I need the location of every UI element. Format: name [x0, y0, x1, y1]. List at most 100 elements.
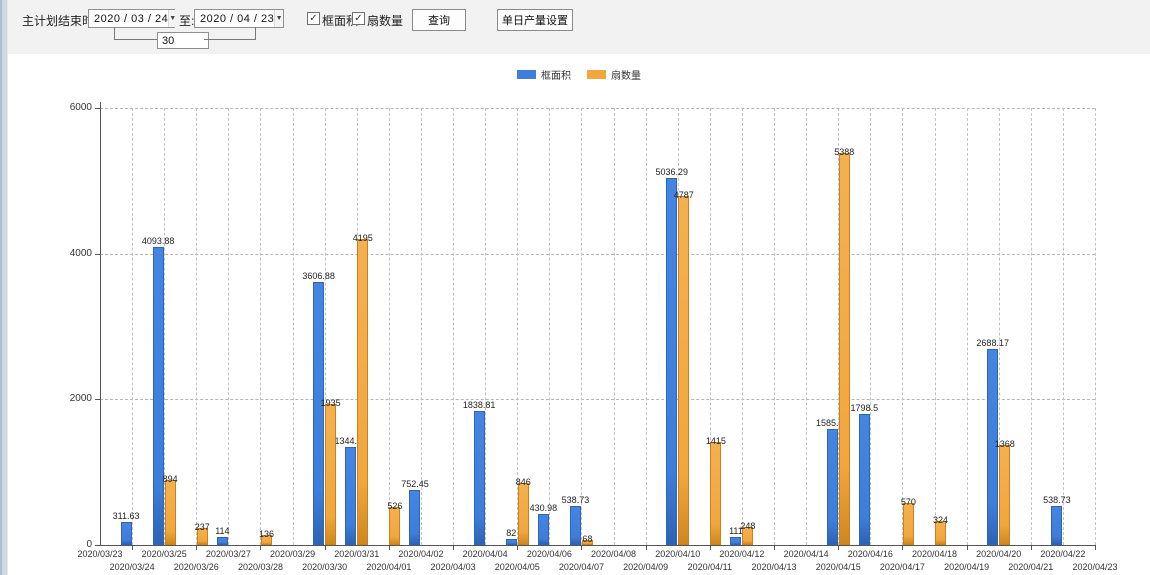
gridline-horizontal	[100, 399, 1095, 401]
gridline-vertical	[998, 108, 1000, 545]
bar-frame-area	[666, 178, 678, 545]
bar-value-label: 1935	[320, 398, 341, 408]
connector-line	[114, 39, 157, 40]
gridline-vertical	[388, 108, 390, 545]
bar-value-label: 430.98	[529, 503, 558, 513]
bar-value-label: 752.45	[401, 479, 429, 489]
x-axis-label: 2020/03/30	[302, 562, 348, 572]
x-axis-line	[100, 545, 1096, 546]
x-axis-label: 2020/04/12	[719, 549, 765, 559]
bar-fan-count	[164, 480, 176, 545]
gridline-vertical	[581, 108, 583, 545]
gridline-vertical	[613, 108, 615, 545]
gridline-vertical	[164, 108, 166, 545]
x-axis-label: 2020/03/26	[173, 562, 219, 572]
days-between-field[interactable]: 30	[157, 32, 209, 49]
gridline-vertical	[324, 108, 326, 545]
bar-fan-count	[357, 239, 369, 545]
check-icon: ✓	[309, 12, 318, 24]
x-axis-tick	[324, 546, 326, 550]
bar-value-label: 237	[194, 522, 210, 532]
bar-frame-area	[152, 247, 164, 545]
check-icon: ✓	[354, 12, 363, 24]
fan-count-checkbox[interactable]: ✓	[352, 12, 365, 25]
x-axis-label: 2020/04/21	[1008, 562, 1054, 572]
bar-frame-area	[505, 539, 517, 545]
gridline-vertical	[870, 108, 872, 545]
legend-label: 框面积	[541, 71, 571, 82]
x-axis-tick	[388, 546, 390, 550]
bar-value-label: 526	[387, 501, 403, 511]
x-axis-label: 2020/04/15	[815, 562, 861, 572]
legend-item-1: 扇数量	[587, 67, 641, 82]
x-axis-label: 2020/04/18	[911, 549, 958, 559]
bar-fan-count	[710, 442, 722, 545]
x-axis-tick	[838, 546, 840, 550]
to-label: 至:	[179, 14, 195, 28]
x-axis-label: 2020/04/01	[366, 562, 412, 572]
y-axis-line	[100, 102, 101, 545]
gridline-vertical	[549, 108, 551, 545]
date-to-picker[interactable]: 2020 / 04 / 23 ▼	[194, 9, 284, 28]
bar-frame-area	[858, 414, 870, 545]
gridline-vertical	[934, 108, 936, 545]
bar-frame-area	[409, 490, 421, 545]
x-axis-label: 2020/04/14	[783, 549, 829, 559]
bar-frame-area	[987, 349, 999, 545]
bar-value-label: 3606.88	[302, 271, 335, 281]
x-axis-label: 2020/04/02	[398, 549, 444, 559]
x-axis-tick	[260, 546, 262, 550]
bar-frame-area	[1051, 506, 1063, 545]
chevron-down-icon[interactable]: ▼	[168, 10, 177, 27]
legend-label: 扇数量	[611, 71, 641, 82]
gridline-vertical	[132, 108, 134, 545]
bar-frame-area	[345, 447, 357, 545]
frame-area-checkbox[interactable]: ✓	[307, 12, 320, 25]
x-axis-label: 2020/04/20	[976, 549, 1022, 559]
x-axis-tick	[581, 546, 583, 550]
bar-fan-count	[935, 521, 947, 545]
gridline-vertical	[420, 108, 422, 545]
x-axis-label: 2020/04/23	[1072, 562, 1118, 572]
x-axis-tick	[1030, 546, 1032, 550]
x-axis-label: 2020/04/08	[591, 549, 637, 559]
bar-value-label: 82	[506, 528, 517, 538]
bar-fan-count	[517, 483, 529, 545]
x-axis-label: 2020/04/17	[879, 562, 925, 572]
x-axis-tick	[645, 546, 647, 550]
x-axis-label: 2020/03/24	[109, 562, 155, 572]
x-axis-tick	[966, 546, 968, 550]
gridline-vertical	[292, 108, 294, 545]
gridline-horizontal	[100, 253, 1095, 255]
daily-output-settings-button[interactable]: 单日产量设置	[497, 9, 573, 31]
gridline-vertical	[645, 108, 647, 545]
bar-fan-count	[260, 535, 272, 545]
y-axis-tick	[95, 399, 100, 401]
x-axis-label: 2020/04/04	[462, 549, 508, 559]
bar-fan-count	[325, 404, 337, 545]
date-from-picker[interactable]: 2020 / 03 / 24 ▼	[88, 9, 177, 28]
chart-legend: 框面积 扇数量	[8, 67, 1150, 82]
chevron-down-icon[interactable]: ▼	[274, 10, 283, 27]
bar-fan-count	[999, 445, 1011, 545]
x-axis-tick	[709, 546, 711, 550]
gridline-vertical	[228, 108, 230, 545]
x-axis-label: 2020/04/19	[944, 562, 990, 572]
y-axis-tick	[95, 545, 100, 546]
gridline-vertical	[709, 108, 711, 545]
x-axis-tick	[453, 546, 455, 550]
query-button[interactable]: 查询	[412, 9, 466, 31]
x-axis-tick	[1095, 546, 1096, 550]
x-axis-tick	[517, 546, 519, 550]
bar-frame-area	[216, 537, 228, 545]
bar-value-label: 894	[162, 474, 178, 484]
bar-value-label: 538.73	[561, 495, 590, 505]
connector-line	[114, 27, 115, 40]
gridline-vertical	[902, 108, 904, 545]
bar-fan-count	[581, 540, 593, 545]
x-axis-label: 2020/03/23	[77, 549, 123, 559]
x-axis-label: 2020/04/07	[558, 562, 604, 572]
x-axis-tick	[196, 546, 198, 550]
x-axis-label: 2020/04/11	[687, 562, 733, 572]
bar-value-label: 4093.88	[141, 236, 175, 246]
